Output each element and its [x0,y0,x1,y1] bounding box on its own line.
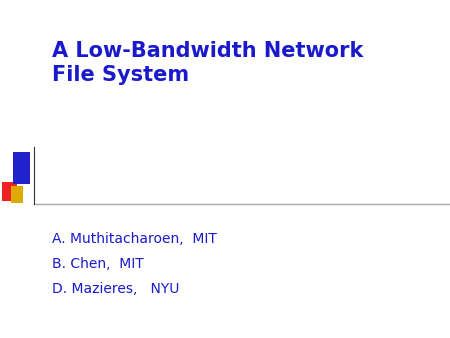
Text: D. Mazieres,   NYU: D. Mazieres, NYU [52,282,179,296]
Text: A. Muthitacharoen,  MIT: A. Muthitacharoen, MIT [52,232,216,245]
Text: A Low-Bandwidth Network
File System: A Low-Bandwidth Network File System [52,41,363,86]
Bar [11,186,23,203]
Text: B. Chen,  MIT: B. Chen, MIT [52,257,144,271]
Bar [2,182,17,201]
Bar [13,152,30,184]
